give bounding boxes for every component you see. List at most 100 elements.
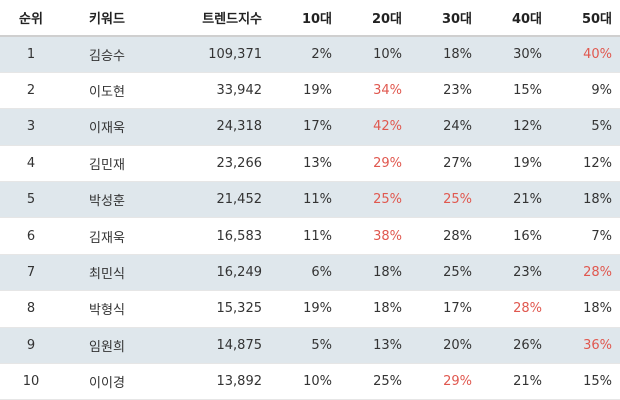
table-row: 1 김승수 109,371 2% 10% 18% 30% 40%: [0, 36, 620, 73]
cell-age30: 29%: [410, 363, 480, 400]
header-age50: 50대: [550, 0, 620, 37]
cell-age40: 30%: [480, 36, 550, 73]
cell-age20: 38%: [340, 217, 410, 255]
cell-age50: 18%: [550, 181, 620, 219]
cell-age20: 34%: [340, 72, 410, 110]
cell-keyword: 이이경: [62, 363, 152, 400]
table-row: 9 임원희 14,875 5% 13% 20% 26% 36%: [0, 327, 620, 365]
cell-keyword: 김민재: [62, 145, 152, 183]
cell-age10: 19%: [270, 290, 340, 328]
cell-age20: 25%: [340, 181, 410, 219]
cell-age40: 12%: [480, 108, 550, 146]
cell-keyword: 최민식: [62, 254, 152, 292]
header-row: 순위 키워드 트렌드지수 10대 20대 30대 40대 50대: [0, 0, 620, 37]
table-row: 5 박성훈 21,452 11% 25% 25% 21% 18%: [0, 181, 620, 219]
cell-trend-index: 13,892: [152, 363, 270, 400]
header-age10: 10대: [270, 0, 340, 37]
cell-age50: 36%: [550, 327, 620, 365]
table-row: 8 박형식 15,325 19% 18% 17% 28% 18%: [0, 290, 620, 328]
cell-age30: 24%: [410, 108, 480, 146]
cell-age20: 13%: [340, 327, 410, 365]
cell-age30: 28%: [410, 217, 480, 255]
cell-rank: 9: [0, 327, 62, 365]
cell-age50: 15%: [550, 363, 620, 400]
cell-trend-index: 24,318: [152, 108, 270, 146]
cell-rank: 8: [0, 290, 62, 328]
cell-age10: 2%: [270, 36, 340, 73]
cell-rank: 3: [0, 108, 62, 146]
cell-age30: 27%: [410, 145, 480, 183]
table-row: 6 김재욱 16,583 11% 38% 28% 16% 7%: [0, 217, 620, 255]
header-rank: 순위: [0, 0, 62, 37]
cell-age30: 25%: [410, 254, 480, 292]
header-keyword: 키워드: [62, 0, 152, 37]
cell-rank: 4: [0, 145, 62, 183]
cell-rank: 7: [0, 254, 62, 292]
cell-age50: 7%: [550, 217, 620, 255]
cell-age40: 26%: [480, 327, 550, 365]
cell-age10: 10%: [270, 363, 340, 400]
cell-age20: 42%: [340, 108, 410, 146]
cell-age30: 18%: [410, 36, 480, 73]
cell-age10: 5%: [270, 327, 340, 365]
cell-rank: 2: [0, 72, 62, 110]
cell-trend-index: 21,452: [152, 181, 270, 219]
cell-age50: 40%: [550, 36, 620, 73]
cell-age40: 21%: [480, 181, 550, 219]
cell-age50: 12%: [550, 145, 620, 183]
cell-rank: 10: [0, 363, 62, 400]
cell-age50: 18%: [550, 290, 620, 328]
cell-age40: 16%: [480, 217, 550, 255]
header-age30: 30대: [410, 0, 480, 37]
cell-age10: 11%: [270, 181, 340, 219]
table-row: 2 이도현 33,942 19% 34% 23% 15% 9%: [0, 72, 620, 110]
cell-age20: 10%: [340, 36, 410, 73]
table-row: 4 김민재 23,266 13% 29% 27% 19% 12%: [0, 145, 620, 183]
cell-trend-index: 16,583: [152, 217, 270, 255]
cell-keyword: 김승수: [62, 36, 152, 73]
cell-rank: 6: [0, 217, 62, 255]
cell-keyword: 임원희: [62, 327, 152, 365]
cell-keyword: 박형식: [62, 290, 152, 328]
cell-age30: 23%: [410, 72, 480, 110]
cell-keyword: 이재욱: [62, 108, 152, 146]
cell-keyword: 이도현: [62, 72, 152, 110]
cell-age40: 19%: [480, 145, 550, 183]
cell-rank: 5: [0, 181, 62, 219]
cell-age10: 11%: [270, 217, 340, 255]
cell-keyword: 박성훈: [62, 181, 152, 219]
cell-trend-index: 23,266: [152, 145, 270, 183]
cell-age10: 19%: [270, 72, 340, 110]
cell-age40: 23%: [480, 254, 550, 292]
header-age20: 20대: [340, 0, 410, 37]
cell-age20: 25%: [340, 363, 410, 400]
table-row: 3 이재욱 24,318 17% 42% 24% 12% 5%: [0, 108, 620, 146]
cell-age20: 29%: [340, 145, 410, 183]
cell-age10: 6%: [270, 254, 340, 292]
cell-age50: 9%: [550, 72, 620, 110]
header-age40: 40대: [480, 0, 550, 37]
cell-trend-index: 109,371: [152, 36, 270, 73]
cell-age30: 17%: [410, 290, 480, 328]
header-trend-index: 트렌드지수: [152, 0, 270, 37]
cell-age20: 18%: [340, 290, 410, 328]
cell-age30: 25%: [410, 181, 480, 219]
cell-age40: 28%: [480, 290, 550, 328]
cell-age20: 18%: [340, 254, 410, 292]
cell-trend-index: 14,875: [152, 327, 270, 365]
cell-trend-index: 16,249: [152, 254, 270, 292]
table-row: 10 이이경 13,892 10% 25% 29% 21% 15%: [0, 363, 620, 400]
cell-age10: 17%: [270, 108, 340, 146]
cell-trend-index: 33,942: [152, 72, 270, 110]
cell-age10: 13%: [270, 145, 340, 183]
cell-age40: 21%: [480, 363, 550, 400]
cell-trend-index: 15,325: [152, 290, 270, 328]
cell-age30: 20%: [410, 327, 480, 365]
cell-age50: 5%: [550, 108, 620, 146]
cell-rank: 1: [0, 36, 62, 73]
cell-keyword: 김재욱: [62, 217, 152, 255]
cell-age50: 28%: [550, 254, 620, 292]
table-row: 7 최민식 16,249 6% 18% 25% 23% 28%: [0, 254, 620, 292]
cell-age40: 15%: [480, 72, 550, 110]
